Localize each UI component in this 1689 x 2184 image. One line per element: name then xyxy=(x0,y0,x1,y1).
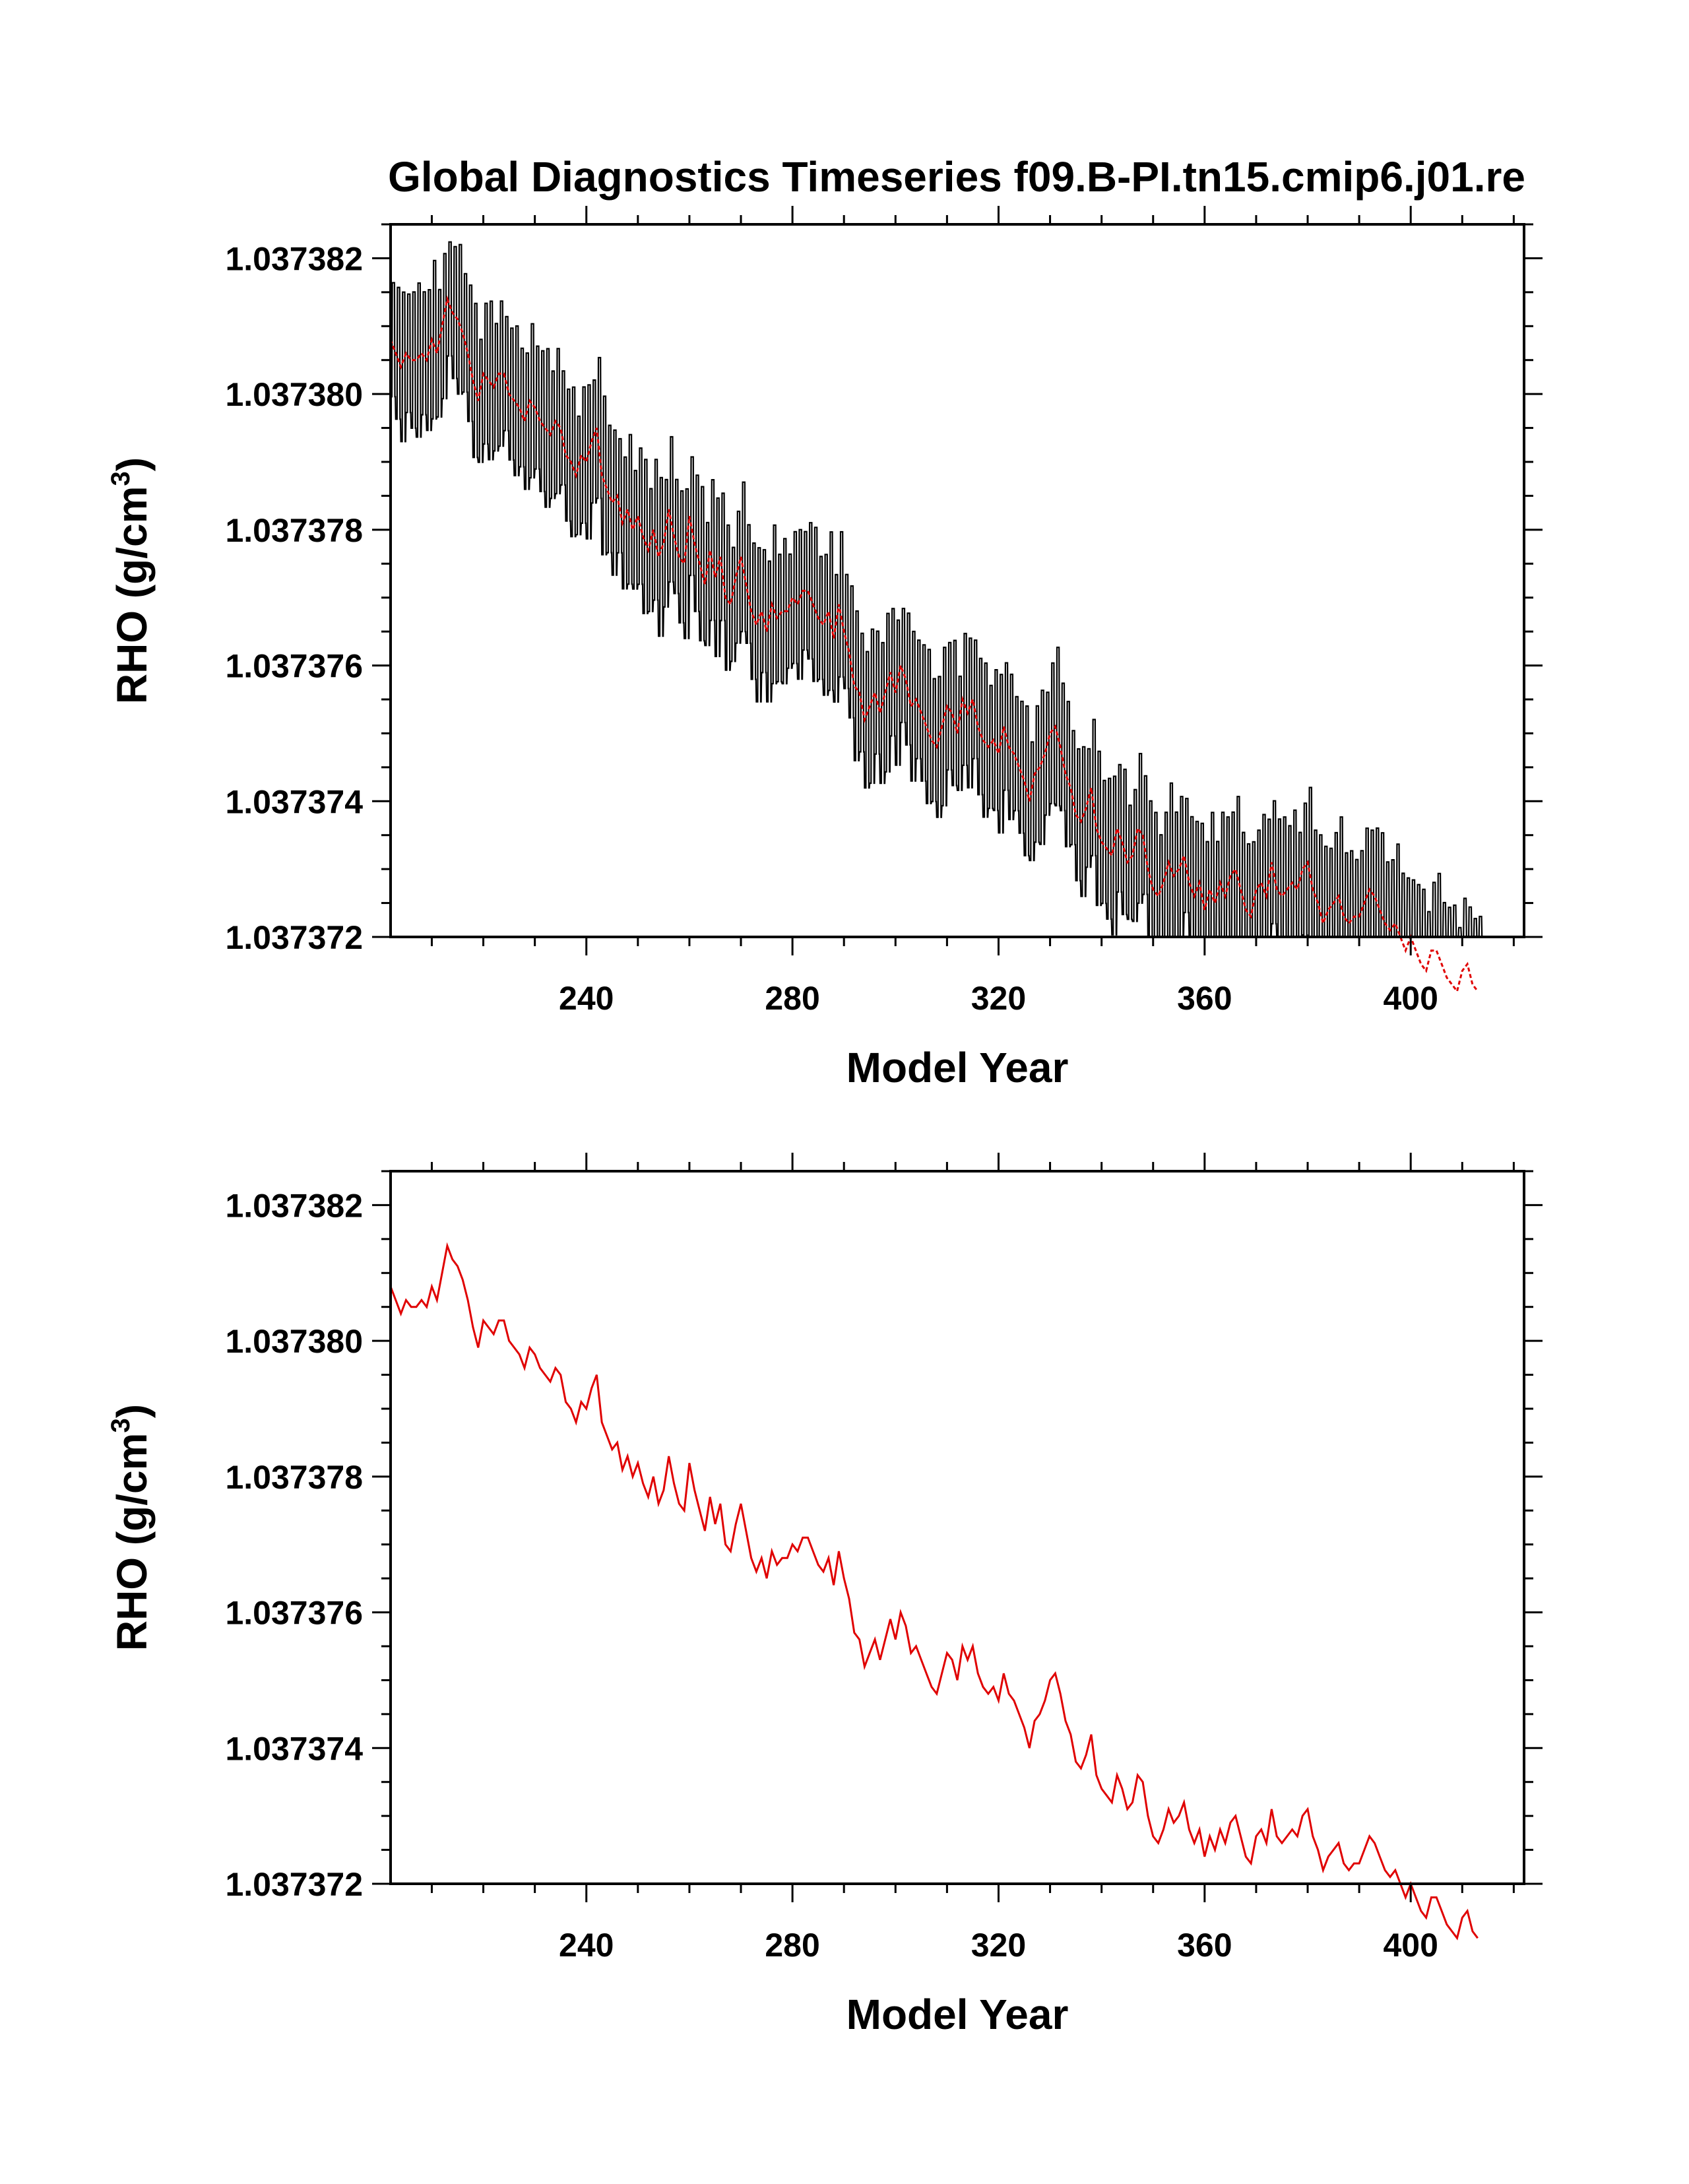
bottom-x-tick-label: 400 xyxy=(1383,1927,1438,1964)
top-monthly-series xyxy=(391,241,1483,938)
bottom-y-axis-label: RHO (g/cm3) xyxy=(106,1404,156,1651)
top-x-tick-label: 400 xyxy=(1383,980,1438,1017)
top-x-tick-labels: 240 280 320 360 400 xyxy=(559,980,1438,1017)
bottom-ticks xyxy=(372,1153,1543,1902)
top-y-tick-labels: 1.037372 1.037374 1.037376 1.037378 1.037380… xyxy=(225,240,363,956)
bottom-chart: 1.037372 1.037374 1.037376 1.037378 1.037380… xyxy=(106,1153,1543,2038)
top-annual-series-line xyxy=(389,295,1479,994)
top-y-axis-label-superscript: 3 xyxy=(106,471,135,486)
top-monthly-series-line xyxy=(391,241,1483,938)
top-chart: 1.037372 1.037374 1.037376 1.037378 1.037380… xyxy=(106,206,1543,1091)
top-x-axis-label: Model Year xyxy=(846,1044,1069,1091)
top-x-tick-label: 240 xyxy=(559,980,614,1017)
bottom-x-tick-label: 320 xyxy=(971,1927,1026,1964)
bottom-y-axis-label-close: ) xyxy=(108,1404,156,1418)
bottom-y-tick-label: 1.037372 xyxy=(225,1866,363,1903)
bottom-x-tick-label: 240 xyxy=(559,1927,614,1964)
bottom-y-tick-label: 1.037378 xyxy=(225,1459,363,1496)
figure-title: Global Diagnostics Timeseries f09.B-PI.t… xyxy=(388,153,1525,201)
top-ticks xyxy=(372,206,1543,955)
top-y-tick-label: 1.037374 xyxy=(225,783,363,820)
bottom-y-tick-label: 1.037376 xyxy=(225,1595,363,1632)
top-y-tick-label: 1.037372 xyxy=(225,919,363,956)
bottom-plot-frame xyxy=(389,1170,1525,1885)
top-y-axis-label: RHO (g/cm3) xyxy=(106,457,156,704)
top-y-tick-label: 1.037380 xyxy=(225,376,363,413)
bottom-x-tick-label: 280 xyxy=(765,1927,819,1964)
top-x-tick-label: 360 xyxy=(1177,980,1232,1017)
bottom-x-axis-label: Model Year xyxy=(846,1991,1069,2038)
top-y-axis-label-close: ) xyxy=(108,457,156,471)
bottom-y-tick-labels: 1.037372 1.037374 1.037376 1.037378 1.037380… xyxy=(225,1187,363,1903)
top-y-tick-label: 1.037376 xyxy=(225,648,363,685)
top-y-tick-label: 1.037382 xyxy=(225,240,363,277)
bottom-y-tick-label: 1.037382 xyxy=(225,1187,363,1224)
top-plot-frame xyxy=(389,223,1525,938)
bottom-y-axis-label-superscript: 3 xyxy=(106,1418,135,1432)
bottom-y-tick-label: 1.037374 xyxy=(225,1730,363,1767)
bottom-y-tick-label: 1.037380 xyxy=(225,1323,363,1360)
top-x-tick-label: 280 xyxy=(765,980,819,1017)
bottom-x-tick-labels: 240 280 320 360 400 xyxy=(559,1927,1438,1964)
bottom-x-tick-label: 360 xyxy=(1177,1927,1232,1964)
top-y-tick-label: 1.037378 xyxy=(225,512,363,549)
top-x-tick-label: 320 xyxy=(971,980,1026,1017)
bottom-annual-series-line xyxy=(389,1242,1479,1941)
